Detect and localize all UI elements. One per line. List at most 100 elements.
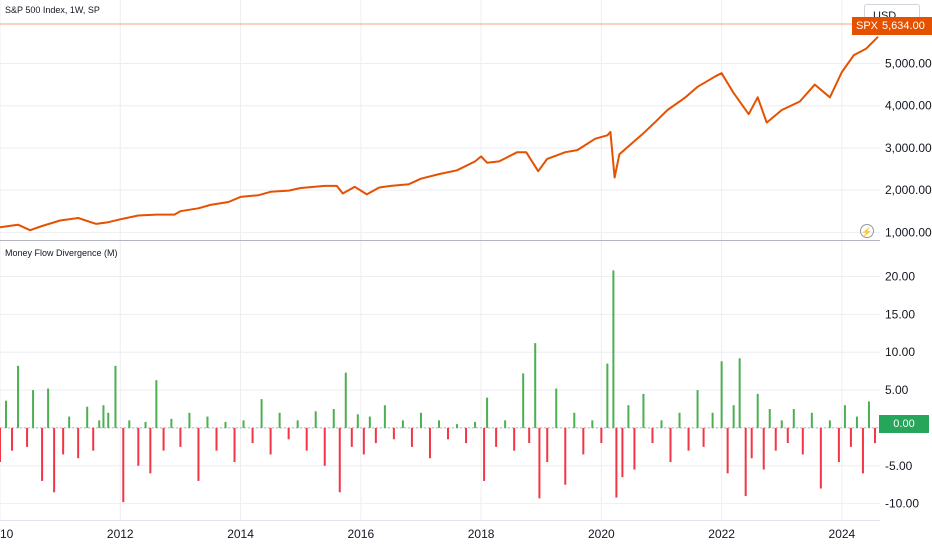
money-flow-bar-negative <box>750 427 753 459</box>
money-flow-bar-positive <box>332 409 335 428</box>
money-flow-bar-positive <box>5 400 8 428</box>
money-flow-bar-negative <box>621 427 624 478</box>
time-tick-label: 2016 <box>347 527 374 541</box>
money-flow-tick-label: 10.00 <box>885 345 915 359</box>
money-flow-bars <box>0 270 876 503</box>
money-flow-bar-positive <box>356 414 359 428</box>
money-flow-bar-negative <box>633 427 636 470</box>
price-tick-label: 2,000.00 <box>885 183 932 197</box>
money-flow-bar-negative <box>651 427 654 444</box>
money-flow-bar-positive <box>696 390 699 428</box>
money-flow-bar-negative <box>410 427 413 447</box>
indicator-title: Money Flow Divergence (M) <box>5 248 118 258</box>
money-flow-bar-positive <box>344 372 347 428</box>
money-flow-bar-negative <box>861 427 864 474</box>
money-flow-bar-positive <box>47 388 50 428</box>
money-flow-bar-negative <box>269 427 272 455</box>
money-flow-bar-negative <box>137 427 140 466</box>
money-flow-bar-negative <box>774 427 777 451</box>
money-flow-bar-negative <box>233 427 236 462</box>
money-flow-bar-negative <box>179 427 182 447</box>
money-flow-bar-negative <box>687 427 690 451</box>
money-flow-bar-positive <box>383 405 386 428</box>
money-flow-bar-negative <box>600 427 603 444</box>
price-tick-label: 1,000.00 <box>885 225 932 239</box>
money-flow-bar-negative <box>287 427 290 440</box>
money-flow-bar-positive <box>606 363 609 428</box>
money-flow-bar-negative <box>11 427 14 451</box>
money-flow-bar-negative <box>726 427 729 474</box>
money-flow-bar-positive <box>144 421 147 428</box>
money-flow-bar-positive <box>555 388 558 428</box>
money-flow-bar-negative <box>149 427 152 474</box>
money-flow-bar-negative <box>801 427 804 455</box>
price-tick-label: 4,000.00 <box>885 99 932 113</box>
money-flow-bar-positive <box>474 421 477 428</box>
money-flow-bar-negative <box>513 427 516 451</box>
time-tick-label: 2010 <box>0 527 14 541</box>
money-flow-bar-negative <box>615 427 618 498</box>
money-flow-bar-positive <box>242 420 245 428</box>
time-axis: 2010 2012 2014 2016 2018 2020 2022 2024 <box>0 527 856 541</box>
money-flow-bar-positive <box>128 420 131 428</box>
money-flow-bar-positive <box>68 416 71 428</box>
money-flow-bar-negative <box>392 427 395 440</box>
money-flow-bar-negative <box>669 427 672 462</box>
money-flow-tick-label: -10.00 <box>885 497 919 511</box>
money-flow-bar-negative <box>305 427 308 451</box>
money-flow-bar-positive <box>867 401 870 428</box>
price-tick-label: 5,000.00 <box>885 57 932 71</box>
price-pane-title: S&P 500 Index, 1W, SP <box>5 5 100 15</box>
money-flow-bar-positive <box>98 420 101 428</box>
money-flow-bar-negative <box>26 427 29 447</box>
money-flow-bar-negative <box>495 427 498 447</box>
money-flow-bar-negative <box>744 427 747 497</box>
money-flow-bar-negative <box>465 427 468 444</box>
money-flow-bar-negative <box>362 427 365 455</box>
money-flow-bar-negative <box>197 427 200 481</box>
money-flow-bar-positive <box>17 365 20 428</box>
money-flow-bar-positive <box>170 418 173 428</box>
money-flow-bar-positive <box>855 416 858 428</box>
money-flow-bar-positive <box>810 412 813 428</box>
money-flow-bar-positive <box>368 416 371 428</box>
money-flow-bar-positive <box>206 416 209 428</box>
money-flow-bar-negative <box>251 427 254 444</box>
money-flow-bar-negative <box>53 427 56 493</box>
money-flow-bar-positive <box>155 380 158 428</box>
money-flow-bar-positive <box>278 412 281 428</box>
price-axis: 1,000.00 2,000.00 3,000.00 4,000.00 5,000.00 <box>885 57 932 240</box>
money-flow-bar-negative <box>323 427 326 466</box>
money-flow-bar-positive <box>114 365 117 428</box>
money-flow-bar-positive <box>504 420 507 428</box>
money-flow-bar-positive <box>102 405 105 428</box>
money-flow-bar-positive <box>224 421 227 428</box>
money-flow-bar-positive <box>456 424 459 428</box>
money-flow-bar-positive <box>534 343 537 428</box>
time-tick-label: 2014 <box>227 527 254 541</box>
money-flow-bar-positive <box>522 373 525 428</box>
money-flow-bar-positive <box>642 393 645 428</box>
money-flow-bar-positive <box>314 411 317 428</box>
money-flow-bar-positive <box>401 420 404 428</box>
money-flow-bar-positive <box>573 412 576 428</box>
money-flow-bar-positive <box>437 420 440 428</box>
time-tick-label: 2012 <box>107 527 134 541</box>
money-flow-bar-positive <box>188 412 191 428</box>
money-flow-bar-negative <box>215 427 218 451</box>
money-flow-bar-positive <box>86 406 89 428</box>
symbol-tag: SPX <box>852 17 883 35</box>
price-line-layer <box>0 36 879 232</box>
money-flow-bar-negative <box>62 427 65 455</box>
time-tick-label: 2024 <box>829 527 856 541</box>
money-flow-bar-positive <box>591 420 594 428</box>
lightning-icon[interactable]: ⚡ <box>860 224 874 238</box>
money-flow-tick-label: 5.00 <box>885 383 909 397</box>
money-flow-bar-negative <box>338 427 341 493</box>
money-flow-bar-negative <box>702 427 705 447</box>
money-flow-bar-negative <box>428 427 431 459</box>
money-flow-bar-positive <box>792 409 795 428</box>
money-flow-bar-negative <box>837 427 840 462</box>
